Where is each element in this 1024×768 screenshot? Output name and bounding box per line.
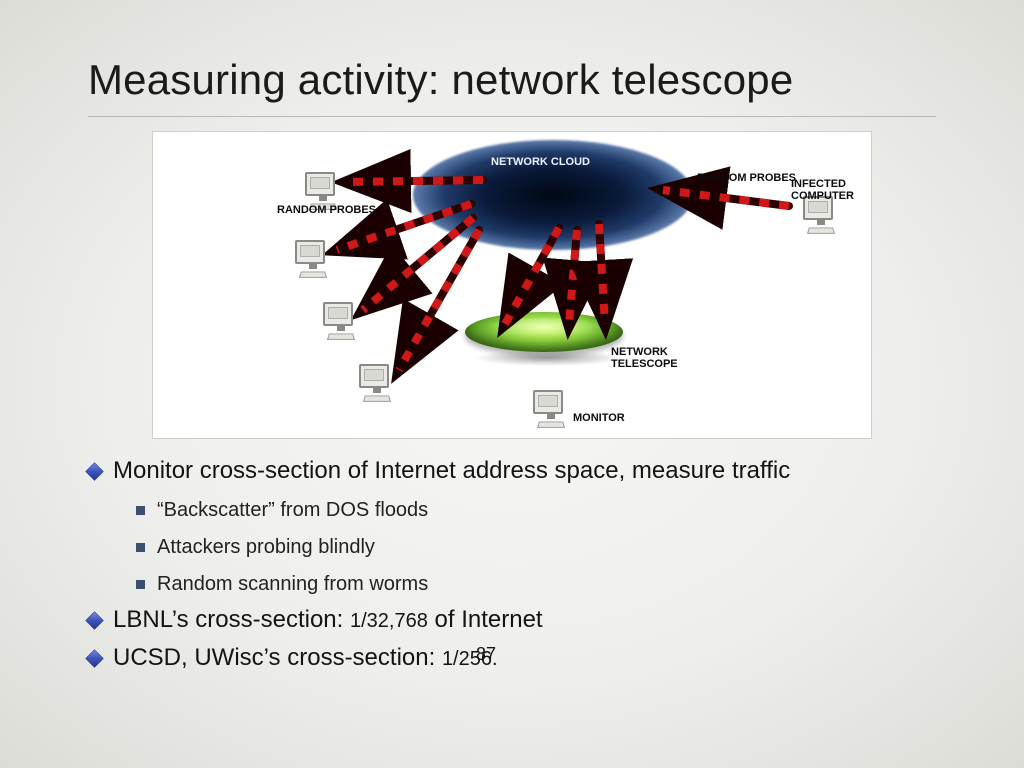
bullet-main-2-suffix: of Internet	[428, 606, 543, 633]
label-infected-computer-text: INFECTED COMPUTER	[791, 178, 854, 202]
bullet-main-2: LBNL’s cross-section: 1/32,768 of Intern…	[88, 606, 936, 634]
label-network-telescope-text: NETWORK TELESCOPE	[611, 346, 678, 370]
label-network-cloud: NETWORK CLOUD	[491, 156, 590, 168]
diamond-bullet-icon	[85, 462, 103, 480]
bullet-sub-3-text: Random scanning from worms	[157, 573, 428, 596]
label-random-probes-left: RANDOM PROBES	[277, 204, 376, 216]
label-infected-computer: INFECTED COMPUTER	[791, 178, 871, 202]
computer-icon	[803, 196, 839, 236]
bullet-main-1: Monitor cross-section of Internet addres…	[88, 457, 936, 485]
label-random-probes-right: RANDOM PROBES	[697, 172, 796, 184]
diamond-bullet-icon	[85, 611, 103, 629]
diamond-bullet-icon	[85, 649, 103, 667]
computer-icon	[359, 364, 395, 404]
bullet-sub-1: “Backscatter” from DOS floods	[136, 499, 936, 522]
bullet-main-3-prefix: UCSD, UWisc’s cross-section:	[113, 644, 442, 671]
bullet-main-3-text: UCSD, UWisc’s cross-section: 871/256.	[113, 644, 498, 672]
bullet-main-2-fraction: 1/32,768	[350, 610, 428, 632]
bullet-list: Monitor cross-section of Internet addres…	[88, 457, 936, 672]
bullet-main-2-prefix: LBNL’s cross-section:	[113, 606, 350, 633]
bullet-main-3: UCSD, UWisc’s cross-section: 871/256.	[88, 644, 936, 672]
inline-page-number: 87	[476, 644, 496, 665]
computer-icon	[323, 302, 359, 342]
label-network-telescope: NETWORK TELESCOPE	[611, 346, 691, 370]
square-bullet-icon	[136, 506, 145, 515]
bullet-sub-2-text: Attackers probing blindly	[157, 536, 375, 559]
computer-icon	[295, 240, 331, 280]
bullet-main-2-text: LBNL’s cross-section: 1/32,768 of Intern…	[113, 606, 543, 634]
slide: Measuring activity: network telescope NE…	[0, 0, 1024, 768]
bullet-sub-1-text: “Backscatter” from DOS floods	[157, 499, 428, 522]
bullet-sub-2: Attackers probing blindly	[136, 536, 936, 559]
network-telescope-figure: NETWORK CLOUD RANDOM PROBES RANDOM PROBE…	[152, 131, 872, 439]
bullet-sub-3: Random scanning from worms	[136, 573, 936, 596]
square-bullet-icon	[136, 543, 145, 552]
slide-title: Measuring activity: network telescope	[88, 56, 936, 104]
label-monitor: MONITOR	[573, 412, 625, 424]
computer-icon	[533, 390, 569, 430]
title-rule	[88, 116, 936, 117]
bullet-main-1-text: Monitor cross-section of Internet addres…	[113, 457, 790, 485]
square-bullet-icon	[136, 580, 145, 589]
